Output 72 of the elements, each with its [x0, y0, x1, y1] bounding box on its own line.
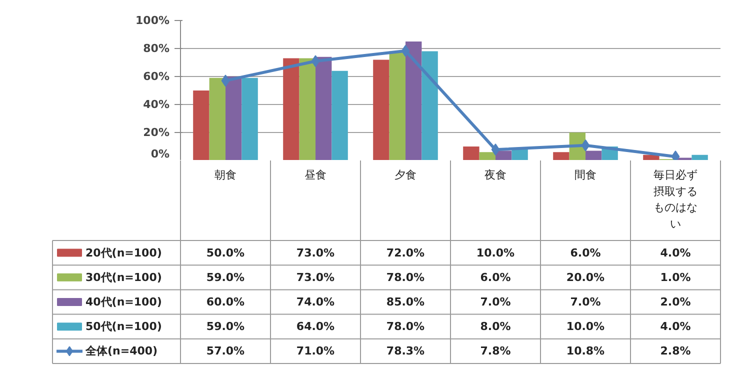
bar: [463, 146, 480, 160]
data-label: 57.0%: [206, 344, 245, 358]
bar: [389, 51, 406, 160]
data-label: 85.0%: [386, 296, 425, 308]
point: [311, 55, 320, 68]
legend-label: 全体(n=400): [84, 344, 158, 358]
data-label: 73.0%: [296, 246, 335, 260]
data-label: 78.0%: [386, 270, 425, 284]
data-label: 2.8%: [660, 344, 691, 358]
y-tick-label: 60%: [143, 70, 170, 83]
point: [491, 144, 500, 156]
data-label: 71.0%: [296, 344, 335, 358]
legend-label: 40代(n=100): [86, 296, 162, 308]
x-tick-label: 間食: [574, 168, 596, 182]
legend-label: 20代(n=100): [86, 246, 162, 260]
bar: [512, 149, 528, 160]
bar: [242, 78, 258, 160]
data-label: 10.0%: [566, 320, 605, 334]
point: [401, 44, 410, 57]
data-label: 78.0%: [386, 320, 425, 334]
data-label: 64.0%: [296, 320, 335, 334]
bar: [586, 150, 602, 160]
legend-label: 30代(n=100): [86, 270, 162, 284]
y-tick-label: 100%: [136, 14, 170, 27]
data-label: 59.0%: [206, 320, 245, 334]
data-label: 6.0%: [480, 270, 511, 284]
y-tick-label: 20%: [143, 126, 170, 139]
bar: [553, 152, 570, 160]
bar: [406, 42, 422, 160]
data-label: 1.0%: [660, 270, 691, 284]
bar: [692, 154, 708, 160]
data-label: 8.0%: [480, 320, 511, 334]
data-label: 2.0%: [660, 296, 691, 308]
data-label: 59.0%: [206, 270, 245, 284]
data-label: 50.0%: [206, 246, 245, 260]
data-label: 74.0%: [296, 296, 335, 308]
data-label: 20.0%: [566, 270, 605, 284]
data-label: 7.0%: [570, 296, 601, 308]
point: [221, 74, 230, 87]
data-label: 4.0%: [660, 320, 691, 334]
bar: [299, 58, 316, 160]
y-tick-label: 40%: [143, 98, 170, 111]
data-label: 7.8%: [480, 344, 511, 358]
x-tick-label: 昼食: [304, 168, 326, 182]
bar: [283, 58, 300, 160]
bar: [316, 56, 332, 160]
data-label: 6.0%: [570, 246, 601, 260]
data-label: 7.0%: [480, 296, 511, 308]
x-tick-label: 毎日必ず摂取するものはない: [654, 168, 698, 230]
bar: [332, 70, 348, 160]
bar: [479, 152, 496, 160]
data-label: 10.0%: [476, 246, 515, 260]
y-tick-label: 0%: [150, 148, 170, 160]
data-label: 78.3%: [386, 344, 425, 358]
bar: [496, 150, 512, 160]
bar: [193, 90, 210, 160]
data-label: 60.0%: [206, 296, 245, 308]
data-label: 10.8%: [566, 344, 605, 358]
bar: [209, 78, 226, 160]
x-tick-label: 夕食: [394, 168, 416, 182]
x-tick-label: 朝食: [214, 168, 236, 182]
data-label: 72.0%: [386, 246, 425, 260]
legend-label: 50代(n=100): [86, 320, 162, 334]
bar: [373, 60, 390, 160]
point: [581, 139, 590, 152]
x-tick-label: 夜食: [484, 168, 506, 182]
bar: [422, 51, 438, 160]
bar: [643, 154, 660, 160]
bar: [226, 76, 242, 160]
data-label: 73.0%: [296, 270, 335, 284]
y-tick-label: 80%: [143, 42, 170, 55]
data-label: 4.0%: [660, 246, 691, 260]
